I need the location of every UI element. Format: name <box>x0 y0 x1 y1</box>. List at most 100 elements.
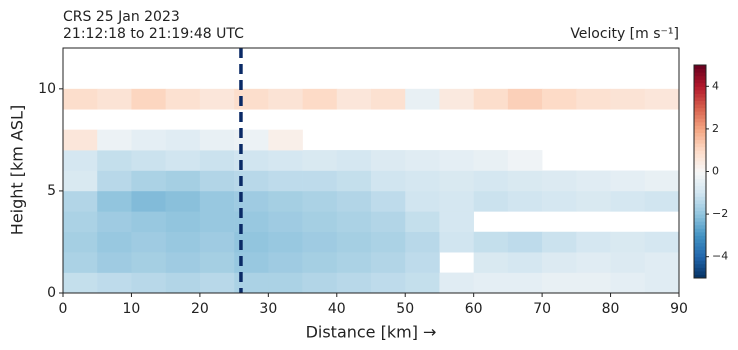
colorbar-segment <box>694 82 706 87</box>
colorbar-segment <box>694 267 706 272</box>
colorbar-segment <box>694 132 706 137</box>
x-tick-label: 50 <box>396 301 414 317</box>
colorbar-segment <box>694 270 706 275</box>
y-tick-label: 10 <box>38 81 56 97</box>
chart-title: CRS 25 Jan 2023 <box>63 9 180 25</box>
colorbar-segment <box>694 65 706 70</box>
cell <box>199 211 235 233</box>
x-tick-label: 80 <box>602 301 620 317</box>
cell <box>336 190 372 212</box>
colorbar-segment <box>694 228 706 233</box>
cell <box>439 231 474 253</box>
colorbar-segment <box>694 93 706 98</box>
cell <box>199 150 235 171</box>
cell <box>268 150 303 171</box>
colorbar-tick-label: 2 <box>712 122 719 135</box>
cell <box>234 211 269 233</box>
colorbar-segment <box>694 114 706 119</box>
cell <box>507 231 543 253</box>
y-tick-label: 5 <box>47 183 56 199</box>
cell <box>199 272 235 294</box>
cell <box>473 170 509 192</box>
colorbar-segment <box>694 86 706 91</box>
cell <box>405 252 440 273</box>
cell <box>576 231 611 253</box>
colorbar-segment <box>694 246 706 251</box>
cell <box>507 88 543 110</box>
colorbar-segment <box>694 79 706 84</box>
cell <box>234 231 269 253</box>
cell <box>131 272 166 294</box>
cell <box>97 150 132 171</box>
cell <box>63 211 98 233</box>
cell <box>336 231 372 253</box>
cell <box>234 272 269 294</box>
cell <box>542 231 577 253</box>
x-tick-label: 70 <box>533 301 551 317</box>
cell <box>576 190 611 212</box>
cell <box>268 129 303 151</box>
colorbar-segment <box>694 157 706 162</box>
cell <box>268 211 303 233</box>
cell <box>507 190 543 212</box>
cell <box>268 190 303 212</box>
cell <box>610 190 646 212</box>
cell <box>405 231 440 253</box>
cell <box>336 272 372 294</box>
colorbar-label: Velocity [m s⁻¹] <box>570 26 679 42</box>
colorbar-segment <box>694 210 706 215</box>
cell <box>165 211 201 233</box>
cell <box>439 272 474 294</box>
cell <box>97 272 132 294</box>
x-tick-label: 30 <box>259 301 277 317</box>
cell <box>234 129 269 151</box>
colorbar-segment <box>694 75 706 80</box>
x-tick-label: 20 <box>191 301 209 317</box>
x-tick-label: 60 <box>465 301 483 317</box>
cell <box>131 129 166 151</box>
cell <box>131 231 166 253</box>
cell <box>507 252 543 273</box>
colorbar-segment <box>694 249 706 254</box>
y-tick-label: 0 <box>47 285 56 301</box>
cell <box>268 252 303 273</box>
cell <box>63 88 98 110</box>
x-axis-label: Distance [km] → <box>306 323 437 342</box>
cell <box>405 170 440 192</box>
colorbar-segment <box>694 199 706 204</box>
colorbar-tick-label: 0 <box>712 165 719 178</box>
colorbar-segment <box>694 171 706 176</box>
cell <box>165 252 201 273</box>
cell <box>542 252 577 273</box>
colorbar-segment <box>694 189 706 194</box>
y-axis-label: Height [km ASL] <box>8 105 27 235</box>
cell <box>131 252 166 273</box>
colorbar-segment <box>694 224 706 229</box>
cell <box>542 190 577 212</box>
colorbar-segment <box>694 104 706 109</box>
colorbar-segment <box>694 107 706 112</box>
cell <box>199 252 235 273</box>
cell <box>131 190 166 212</box>
cell <box>302 170 338 192</box>
cell <box>610 272 646 294</box>
cell <box>336 150 372 171</box>
cell <box>405 190 440 212</box>
colorbar-segment <box>694 89 706 94</box>
cell <box>131 150 166 171</box>
cell <box>610 170 646 192</box>
colorbar-tick-label: 4 <box>712 79 719 92</box>
cell <box>336 88 372 110</box>
cell <box>63 150 98 171</box>
cell <box>542 272 577 294</box>
cell <box>644 252 680 273</box>
cell <box>302 231 338 253</box>
cell <box>165 129 201 151</box>
cell <box>234 150 269 171</box>
cell <box>268 272 303 294</box>
cell <box>165 88 201 110</box>
cell <box>610 231 646 253</box>
colorbar-segment <box>694 196 706 201</box>
cell <box>131 170 166 192</box>
cell <box>97 190 132 212</box>
